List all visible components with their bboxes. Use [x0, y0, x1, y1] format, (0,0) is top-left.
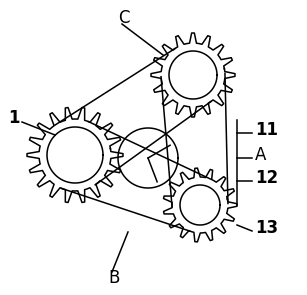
Text: 1: 1 [8, 109, 20, 127]
Text: 12: 12 [255, 169, 278, 187]
Text: 11: 11 [255, 121, 278, 139]
Text: 13: 13 [255, 219, 278, 237]
Text: A: A [255, 146, 266, 164]
Text: B: B [108, 269, 119, 287]
Text: C: C [118, 9, 130, 27]
